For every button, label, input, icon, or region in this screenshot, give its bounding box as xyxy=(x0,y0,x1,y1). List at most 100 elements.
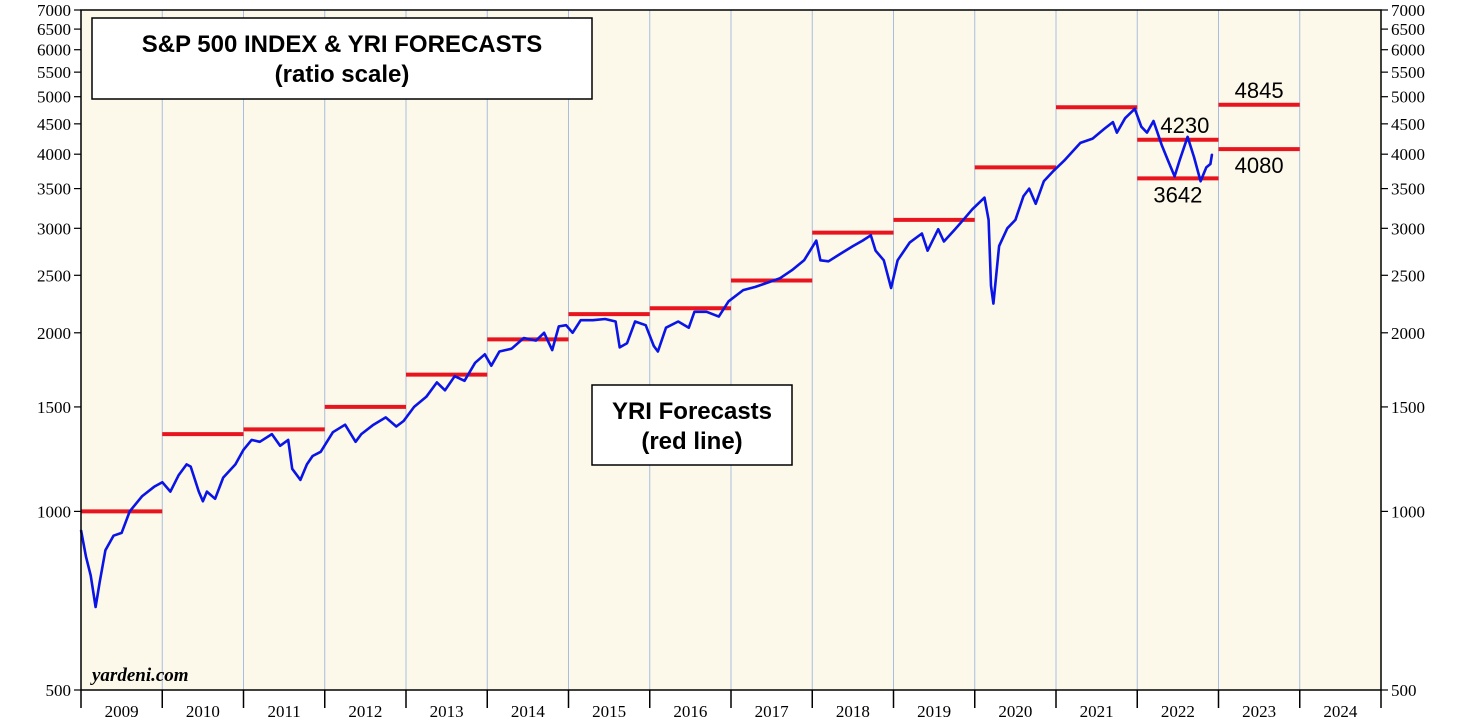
series-point-76 xyxy=(742,289,744,291)
series-point-32 xyxy=(319,451,322,453)
series-point-116 xyxy=(1103,127,1106,130)
series-point-108 xyxy=(1022,195,1025,197)
series-point-15 xyxy=(189,465,192,468)
series-point-82 xyxy=(815,239,818,242)
series-point-73 xyxy=(705,311,708,313)
series-point-115 xyxy=(1091,137,1094,140)
series-point-93 xyxy=(909,241,911,244)
series-point-43 xyxy=(436,381,438,384)
series-point-16 xyxy=(198,490,200,493)
series-point-130 xyxy=(1199,180,1202,183)
forecast-label-3642: 3642 xyxy=(1153,182,1202,207)
year-label-2023: 2023 xyxy=(1242,702,1276,721)
series-point-104 xyxy=(992,302,995,305)
right-tick-label-2500: 2500 xyxy=(1391,266,1425,285)
series-point-80 xyxy=(791,269,793,272)
series-point-66 xyxy=(644,324,647,327)
year-label-2017: 2017 xyxy=(755,702,790,721)
series-point-67 xyxy=(653,345,655,347)
series-point-59 xyxy=(579,319,582,322)
series-point-41 xyxy=(413,406,415,408)
series-point-6 xyxy=(112,534,115,537)
year-label-2016: 2016 xyxy=(673,702,707,721)
series-point-96 xyxy=(937,228,939,230)
series-point-133 xyxy=(1211,153,1213,155)
series-line-sp500 xyxy=(79,107,1214,609)
right-tick-label-7000: 7000 xyxy=(1391,1,1425,20)
series-point-70 xyxy=(677,320,679,323)
series-point-79 xyxy=(778,277,781,280)
index-series xyxy=(79,107,1214,609)
series-point-75 xyxy=(727,300,730,303)
left-tick-label-2000: 2000 xyxy=(37,324,71,343)
series-point-27 xyxy=(287,439,290,441)
year-grid-lines xyxy=(161,10,1301,690)
series-point-4 xyxy=(98,581,101,583)
left-tick-label-5500: 5500 xyxy=(37,63,71,82)
series-point-3 xyxy=(94,606,97,608)
series-point-21 xyxy=(234,463,237,466)
series-point-35 xyxy=(354,441,357,443)
forecast-label-4080: 4080 xyxy=(1235,153,1284,178)
series-point-65 xyxy=(634,320,636,323)
series-point-18 xyxy=(206,490,208,493)
chart-title: S&P 500 INDEX & YRI FORECASTS xyxy=(142,31,543,58)
series-point-68 xyxy=(657,350,659,353)
series-point-10 xyxy=(153,486,155,488)
series-point-88 xyxy=(870,234,872,237)
series-point-17 xyxy=(202,500,204,503)
series-point-34 xyxy=(344,423,346,426)
year-labels: 2009 2010 2011 2012 2013 2014 2015 2016 2017 2018… xyxy=(80,690,1382,721)
forecast-label-4230: 4230 xyxy=(1160,113,1209,138)
series-point-20 xyxy=(222,476,224,479)
series-point-100 xyxy=(971,208,974,211)
annotation-line2: (red line) xyxy=(641,428,742,455)
left-tick-label-6500: 6500 xyxy=(37,20,71,39)
year-label-2015: 2015 xyxy=(592,702,626,721)
series-point-131 xyxy=(1205,166,1208,169)
year-label-2011: 2011 xyxy=(267,702,300,721)
series-point-91 xyxy=(890,287,892,289)
forecast-value-labels: 4230 3642 4845 4080 xyxy=(1153,78,1283,208)
left-tick-label-7000: 7000 xyxy=(37,1,71,20)
series-point-127 xyxy=(1178,159,1181,162)
series-point-119 xyxy=(1124,117,1126,119)
chart-subtitle: (ratio scale) xyxy=(275,61,410,88)
right-tick-label-5500: 5500 xyxy=(1391,63,1425,82)
series-point-123 xyxy=(1152,120,1155,122)
series-point-98 xyxy=(953,229,956,231)
series-point-128 xyxy=(1186,136,1189,138)
forecast-lines xyxy=(81,102,1300,514)
series-point-92 xyxy=(896,259,899,262)
right-tick-label-3500: 3500 xyxy=(1391,180,1425,199)
annotation-line1: YRI Forecasts xyxy=(612,398,772,425)
series-point-25 xyxy=(271,433,273,435)
right-tick-label-2000: 2000 xyxy=(1391,324,1425,343)
series-point-52 xyxy=(523,337,525,339)
series-point-129 xyxy=(1193,156,1195,159)
series-point-2 xyxy=(89,574,92,577)
series-point-9 xyxy=(141,495,143,498)
year-label-2021: 2021 xyxy=(1080,702,1114,721)
annotation-box: YRI Forecasts (red line) xyxy=(591,384,793,466)
series-point-83 xyxy=(819,259,822,262)
series-point-117 xyxy=(1112,121,1114,123)
series-point-54 xyxy=(543,332,545,334)
series-point-86 xyxy=(852,245,854,247)
series-point-29 xyxy=(299,479,302,481)
series-point-22 xyxy=(242,449,245,451)
series-point-7 xyxy=(120,532,123,534)
series-point-132 xyxy=(1209,163,1212,165)
series-point-50 xyxy=(498,350,501,353)
series-point-23 xyxy=(250,439,253,441)
series-point-42 xyxy=(425,396,428,398)
annotation-box-frame xyxy=(591,384,793,466)
series-point-57 xyxy=(565,324,567,327)
year-label-2009: 2009 xyxy=(105,702,139,721)
series-point-120 xyxy=(1134,108,1136,110)
right-tick-label-5000: 5000 xyxy=(1391,88,1425,107)
series-point-85 xyxy=(839,252,842,255)
series-point-118 xyxy=(1116,131,1118,134)
series-point-19 xyxy=(214,498,216,500)
